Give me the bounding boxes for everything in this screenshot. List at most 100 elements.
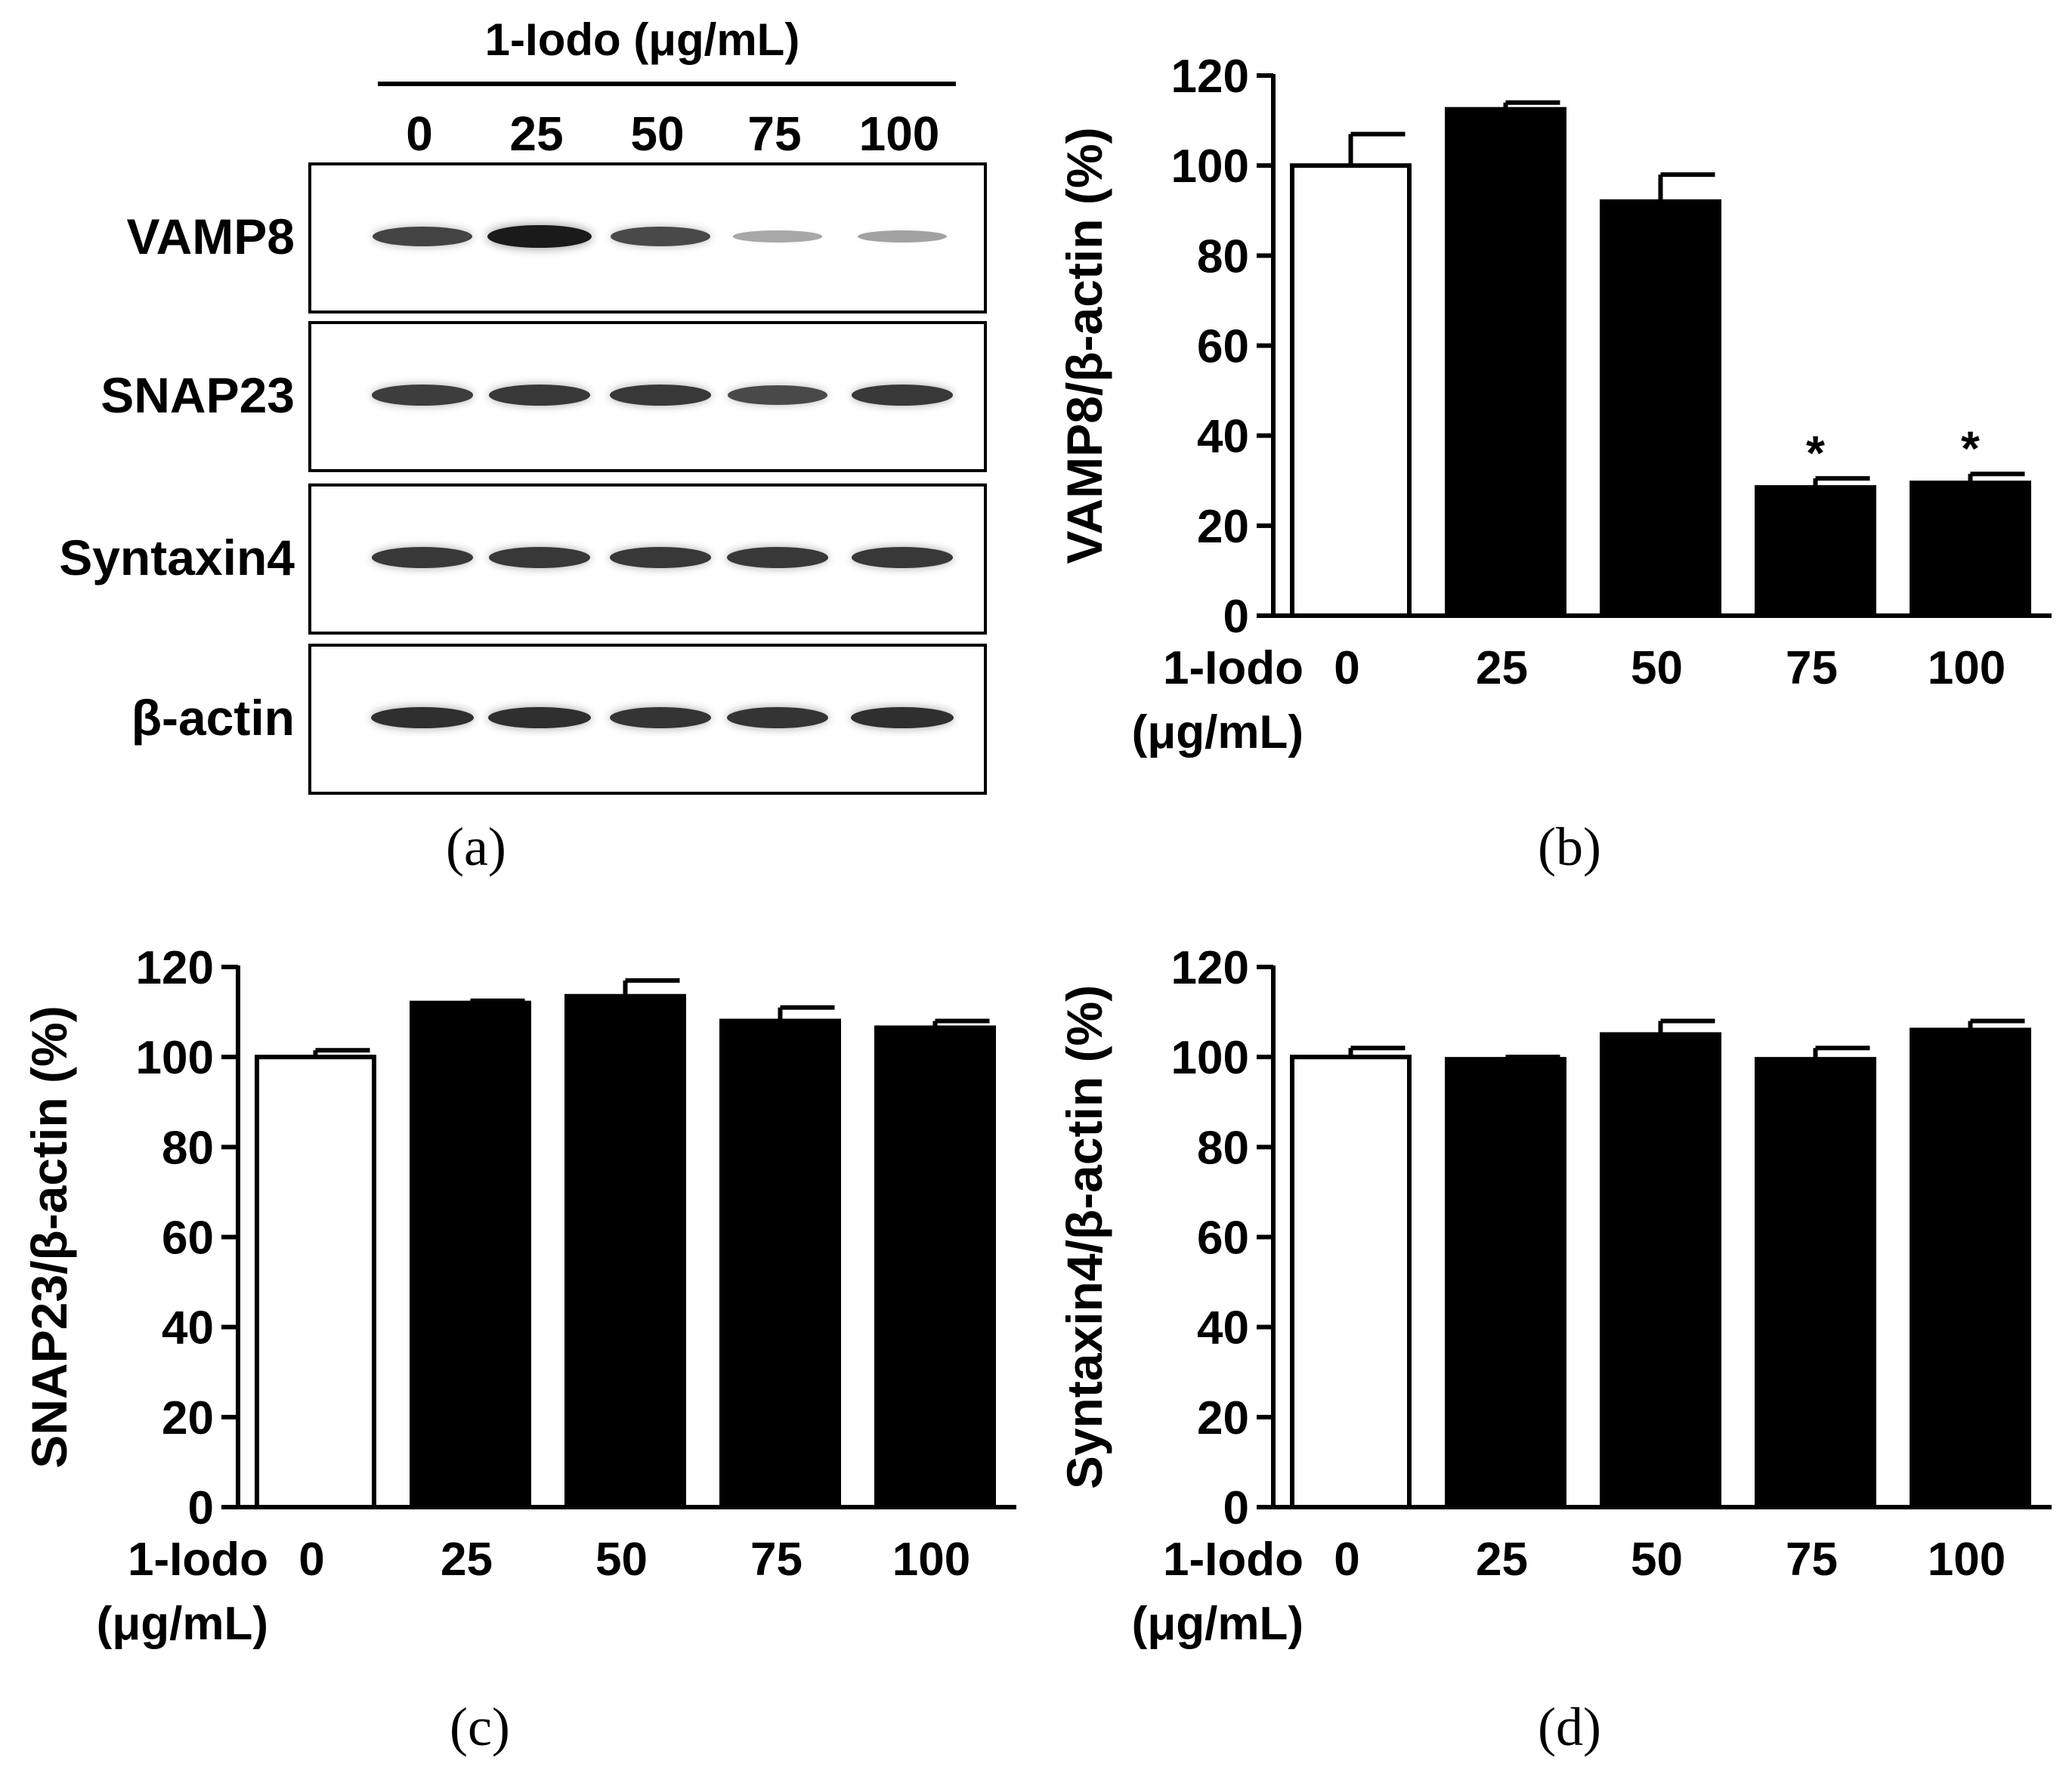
blot-band bbox=[489, 547, 590, 568]
caption-d: (d) bbox=[1538, 1697, 1601, 1757]
y-axis-label: SNAP23/β-actin (%) bbox=[21, 1006, 77, 1468]
blot-header: 1-Iodo (μg/mL) bbox=[484, 14, 800, 65]
x-axis-label: 1-Iodo bbox=[1163, 1534, 1304, 1586]
x-axis-unit: (μg/mL) bbox=[1132, 1598, 1304, 1650]
x-axis-unit: (μg/mL) bbox=[1132, 706, 1304, 758]
bar bbox=[1445, 1057, 1566, 1510]
bar bbox=[1910, 480, 2031, 619]
caption-b: (b) bbox=[1538, 817, 1601, 877]
bar bbox=[255, 1055, 376, 1509]
chart-snap23: 0 20 40 60 80 100 120 0 25 50 75 100 1-Iodo (μg/mL) SN… bbox=[21, 942, 1016, 1650]
caption-c: (c) bbox=[450, 1697, 510, 1757]
blot-band bbox=[726, 706, 829, 728]
blot-strip bbox=[308, 483, 987, 635]
blot-band bbox=[610, 547, 711, 568]
x-tick-label: 75 bbox=[1786, 1534, 1838, 1586]
blot-strip bbox=[308, 644, 987, 795]
x-tick-label: 100 bbox=[1928, 1534, 2006, 1586]
y-tick-label: 20 bbox=[162, 1392, 214, 1444]
x-tick-label: 100 bbox=[892, 1534, 970, 1586]
blot-band bbox=[372, 385, 473, 406]
lane-label: 75 bbox=[747, 107, 802, 161]
x-tick-label: 75 bbox=[750, 1534, 803, 1586]
blot-strip bbox=[308, 162, 987, 314]
x-tick-label: 100 bbox=[1928, 642, 2006, 694]
x-tick-label: 25 bbox=[1476, 1534, 1528, 1586]
blot-band bbox=[487, 224, 592, 249]
x-tick-label: 0 bbox=[298, 1534, 324, 1586]
lane-label: 50 bbox=[630, 107, 685, 161]
y-tick-label: 120 bbox=[1171, 942, 1249, 994]
bar bbox=[1600, 1032, 1721, 1509]
y-tick-label: 40 bbox=[1197, 1302, 1249, 1355]
y-tick-label: 0 bbox=[1223, 1482, 1249, 1534]
y-tick-label: 40 bbox=[1197, 411, 1249, 463]
blot-band bbox=[489, 385, 590, 406]
significance-mark: * bbox=[1961, 421, 1980, 475]
y-axis-label: VAMP8/β-actin (%) bbox=[1056, 127, 1112, 564]
blot-band bbox=[371, 706, 474, 729]
y-tick-label: 100 bbox=[136, 1032, 214, 1084]
blot-band bbox=[372, 547, 473, 568]
y-tick-label: 0 bbox=[188, 1482, 214, 1534]
bar bbox=[1910, 1027, 2031, 1509]
blot-header-line bbox=[378, 82, 956, 86]
y-tick-label: 100 bbox=[1171, 1032, 1249, 1084]
blot-band bbox=[611, 227, 710, 246]
bar bbox=[1445, 107, 1566, 618]
y-tick-label: 40 bbox=[162, 1302, 214, 1355]
y-tick-label: 80 bbox=[162, 1122, 214, 1174]
bar bbox=[410, 1000, 531, 1509]
blot-band bbox=[488, 706, 591, 729]
bar bbox=[1290, 163, 1412, 618]
y-tick-label: 20 bbox=[1197, 501, 1249, 553]
x-tick-label: 0 bbox=[1334, 642, 1359, 694]
bar bbox=[564, 993, 686, 1509]
blot-band bbox=[609, 706, 712, 728]
y-tick-label: 60 bbox=[162, 1212, 214, 1265]
x-tick-label: 25 bbox=[441, 1534, 493, 1586]
blot-band bbox=[610, 385, 711, 406]
x-tick-label: 0 bbox=[1334, 1534, 1359, 1586]
lane-label: 0 bbox=[406, 107, 433, 161]
lane-label: 100 bbox=[858, 107, 940, 161]
x-tick-label: 50 bbox=[1631, 1534, 1683, 1586]
y-tick-label: 120 bbox=[136, 942, 214, 994]
y-axis-label: Syntaxin4/β-actin (%) bbox=[1056, 985, 1112, 1489]
bar bbox=[1290, 1055, 1412, 1509]
y-tick-label: 120 bbox=[1171, 51, 1249, 103]
bar bbox=[1755, 485, 1876, 618]
bar bbox=[719, 1018, 841, 1509]
blot-band bbox=[852, 385, 953, 406]
blot-row-label: Syntaxin4 bbox=[59, 530, 295, 585]
caption-a: (a) bbox=[446, 817, 506, 877]
x-axis-unit: (μg/mL) bbox=[97, 1598, 268, 1650]
y-tick-label: 80 bbox=[1197, 1122, 1249, 1174]
bar bbox=[1755, 1057, 1876, 1510]
blot-band bbox=[733, 230, 822, 242]
y-tick-label: 100 bbox=[1171, 141, 1249, 193]
significance-mark: * bbox=[1806, 425, 1825, 480]
x-axis-label: 1-Iodo bbox=[128, 1534, 268, 1586]
x-tick-label: 75 bbox=[1786, 642, 1838, 694]
y-tick-label: 60 bbox=[1197, 321, 1249, 373]
blot-row-label: β-actin bbox=[131, 690, 295, 746]
y-tick-label: 0 bbox=[1223, 591, 1249, 643]
bar bbox=[874, 1025, 996, 1509]
blot-band bbox=[852, 547, 953, 568]
y-tick-label: 60 bbox=[1197, 1212, 1249, 1265]
x-tick-label: 50 bbox=[595, 1534, 648, 1586]
y-tick-label: 20 bbox=[1197, 1392, 1249, 1444]
lane-label: 25 bbox=[509, 107, 564, 161]
chart-syntaxin4: 0 20 40 60 80 100 120 0 25 50 75 100 1-Iodo (μg/mL) Sy… bbox=[1056, 942, 2052, 1650]
x-tick-label: 25 bbox=[1476, 642, 1528, 694]
blot-band bbox=[372, 226, 473, 247]
chart-vamp8: 0 20 40 60 80 100 120 0 25 50 * 75 * 100 1-Iodo (μg/mL)… bbox=[1056, 51, 2052, 758]
blot-band bbox=[728, 385, 827, 405]
x-tick-label: 50 bbox=[1631, 642, 1683, 694]
blot-band bbox=[851, 706, 954, 729]
blot-band bbox=[857, 230, 948, 243]
blot-strip bbox=[308, 321, 987, 472]
blot-row-label: VAMP8 bbox=[126, 209, 295, 264]
x-axis-label: 1-Iodo bbox=[1163, 642, 1304, 694]
